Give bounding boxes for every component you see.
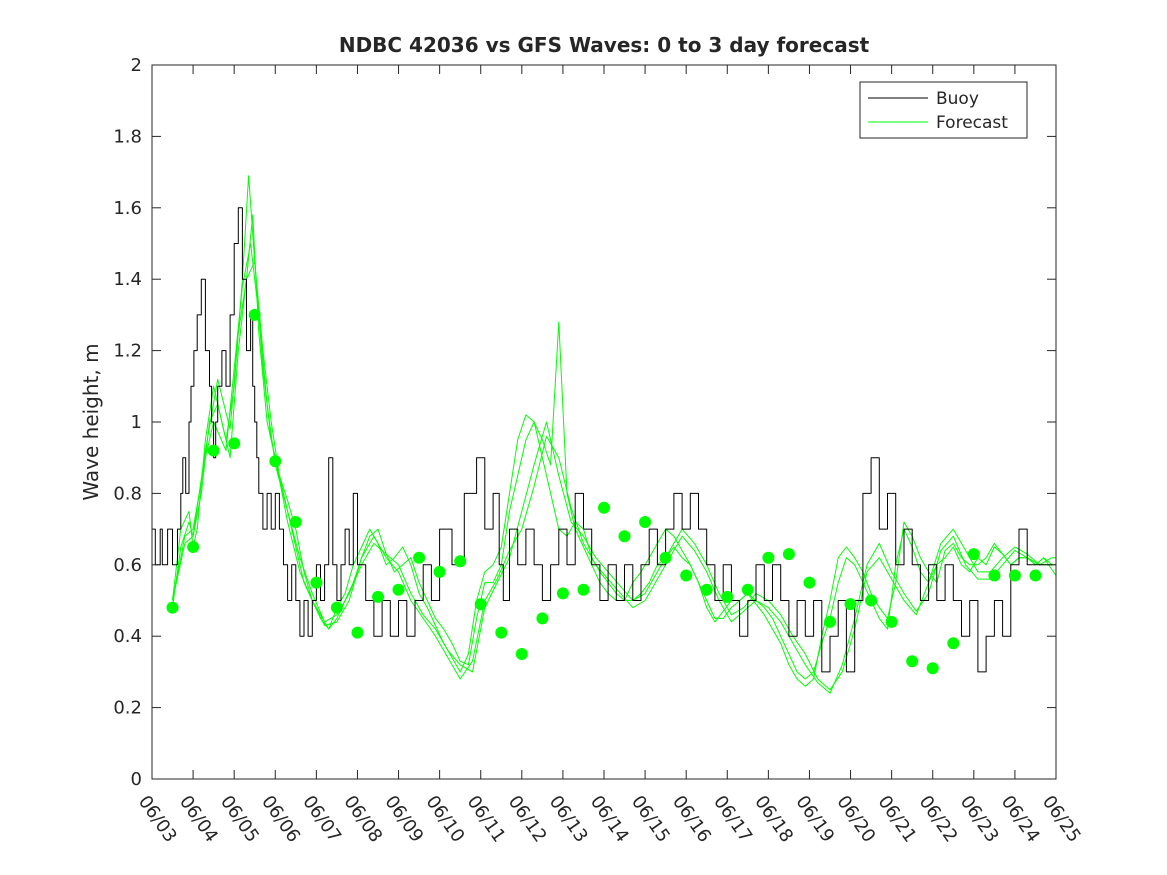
chart-title: NDBC 42036 vs GFS Waves: 0 to 3 day fore… [339,33,870,57]
forecast-marker [166,601,179,614]
forecast-marker [865,594,878,607]
series-layer [152,175,1057,694]
legend: Buoy Forecast [859,81,1028,139]
forecast-marker [330,601,343,614]
y-tick-label: 1.8 [113,126,142,147]
y-tick-label: 1.6 [113,198,142,219]
forecast-marker [413,551,426,564]
forecast-marker [556,587,569,600]
forecast-marker [187,541,200,553]
y-axis-label: Wave height, m [79,343,103,500]
legend-forecast-label: Forecast [936,113,1008,133]
forecast-marker [926,662,939,675]
series-line-forecast-3 [172,243,1056,691]
legend-buoy-label: Buoy [936,89,979,109]
forecast-marker [782,548,795,561]
forecast-marker [824,615,836,628]
forecast-marker [515,648,528,660]
y-tick-label: 1 [131,412,142,433]
forecast-marker [680,569,693,582]
forecast-marker [372,590,384,603]
forecast-marker [885,615,898,628]
forecast-marker [474,598,487,611]
forecast-marker [947,637,960,650]
forecast-marker [639,516,652,528]
forecast-marker [988,569,1001,582]
forecast-marker [392,583,405,596]
forecast-marker [536,612,549,625]
forecast-marker [1008,569,1021,582]
forecast-marker [454,555,467,568]
forecast-marker [598,501,610,514]
y-tick-label: 0.8 [113,483,142,504]
forecast-marker [618,530,631,543]
y-tick-label: 0.2 [113,698,142,719]
y-tick-label: 2 [131,55,142,76]
y-tick-label: 0.4 [113,626,142,647]
y-tick-label: 1.4 [113,269,142,290]
forecast-marker [433,565,446,578]
forecast-marker [248,308,261,321]
series-line-buoy-0 [152,207,1052,673]
forecast-marker [741,583,754,596]
series-line-forecast-4 [172,214,1056,694]
forecast-marker [577,583,590,596]
y-tick-label: 0 [131,769,142,790]
forecast-marker [762,551,775,564]
forecast-marker [844,598,857,611]
legend-box [859,81,1028,139]
forecast-marker [228,437,241,450]
forecast-marker [721,590,734,603]
y-tick-label: 1.2 [113,341,142,362]
forecast-marker [700,583,713,596]
forecast-marker [906,655,919,668]
forecast-marker [310,576,323,589]
forecast-marker [269,455,282,468]
forecast-marker [967,548,980,561]
forecast-marker [207,444,220,457]
forecast-marker [803,576,816,589]
forecast-marker [495,626,508,639]
forecast-marker [1029,569,1042,582]
forecast-marker [659,551,672,564]
marker-layer [166,308,1042,675]
y-tick-label: 0.6 [113,555,142,576]
forecast-marker [351,626,364,639]
forecast-marker [289,516,302,528]
